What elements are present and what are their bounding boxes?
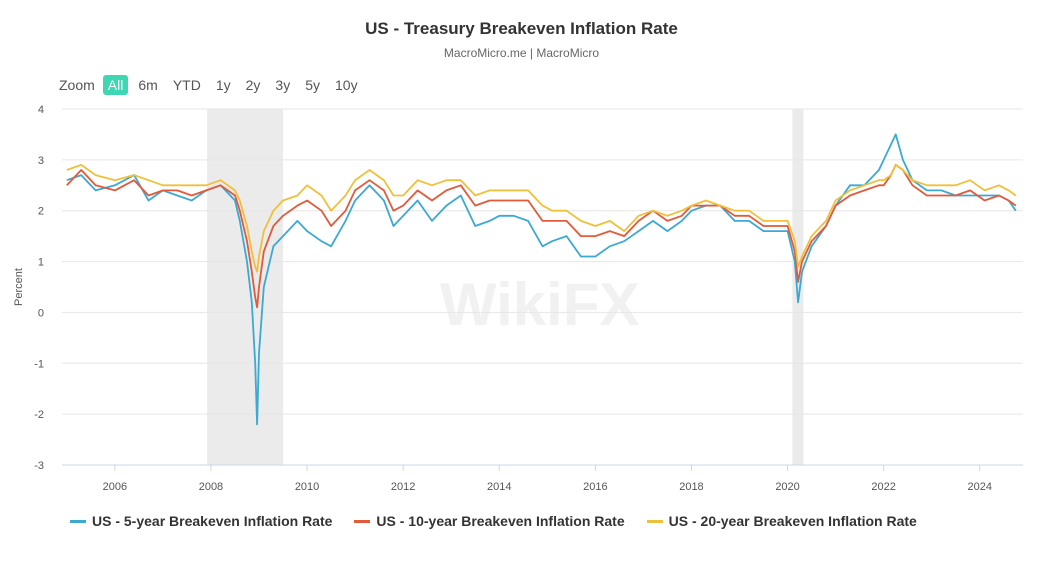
legend-item-5y[interactable]: US - 5-year Breakeven Inflation Rate	[70, 513, 332, 529]
zoom-ytd-button[interactable]: YTD	[172, 77, 201, 93]
x-tick-label: 2006	[103, 481, 127, 493]
x-tick-label: 2012	[391, 481, 415, 493]
x-tick-label: 2016	[583, 481, 607, 493]
series-line-s5	[66, 133, 1017, 426]
series-line-s20	[66, 163, 1017, 273]
y-tick-label: 2	[38, 206, 44, 218]
legend-swatch-10y	[354, 519, 371, 523]
x-tick-label: 2022	[871, 481, 895, 493]
x-tick-label: 2014	[487, 481, 511, 493]
zoom-3y-button[interactable]: 3y	[275, 77, 291, 93]
zoom-5y-button[interactable]: 5y	[305, 77, 320, 93]
zoom-label: Zoom	[59, 77, 95, 93]
y-axis-label: Percent	[13, 268, 25, 306]
y-tick-label: 4	[38, 104, 44, 116]
y-tick-label: -1	[34, 358, 44, 370]
zoom-10y-button[interactable]: 10y	[335, 77, 358, 93]
legend-label-20y: US - 20-year Breakeven Inflation Rate	[668, 513, 917, 529]
legend-label-5y: US - 5-year Breakeven Inflation Rate	[92, 513, 333, 529]
legend-item-20y[interactable]: US - 20-year Breakeven Inflation Rate	[646, 513, 917, 529]
chart-title: US - Treasury Breakeven Inflation Rate	[365, 19, 678, 38]
x-tick-label: 2024	[968, 481, 992, 493]
x-tick-label: 2008	[199, 481, 223, 493]
x-tick-label: 2020	[775, 481, 799, 493]
y-tick-label: -3	[34, 460, 44, 472]
legend: US - 5-year Breakeven Inflation Rate US …	[70, 513, 939, 529]
watermark: WikiFX	[440, 271, 640, 338]
zoom-1y-button[interactable]: 1y	[215, 77, 231, 93]
x-tick-label: 2010	[295, 481, 319, 493]
zoom-bar: Zoom All 6m YTD 1y 2y 3y 5y 10y	[59, 75, 368, 95]
shaded-range-1	[792, 109, 804, 465]
y-tick-label: 0	[38, 307, 44, 319]
y-tick-label: 1	[38, 257, 44, 269]
shaded-range-0	[207, 109, 284, 465]
zoom-6m-button[interactable]: 6m	[138, 77, 158, 93]
chart-subtitle: MacroMicro.me | MacroMicro	[443, 46, 600, 60]
zoom-2y-button[interactable]: 2y	[245, 77, 261, 93]
legend-item-10y[interactable]: US - 10-year Breakeven Inflation Rate	[354, 513, 625, 529]
legend-swatch-20y	[646, 519, 663, 523]
y-tick-label: -2	[34, 409, 44, 421]
series-line-s10	[66, 163, 1017, 309]
y-tick-label: 3	[38, 155, 44, 167]
zoom-all-button[interactable]: All	[102, 75, 129, 95]
x-tick-label: 2018	[679, 481, 703, 493]
legend-swatch-5y	[70, 519, 86, 523]
legend-label-10y: US - 10-year Breakeven Inflation Rate	[376, 513, 625, 529]
